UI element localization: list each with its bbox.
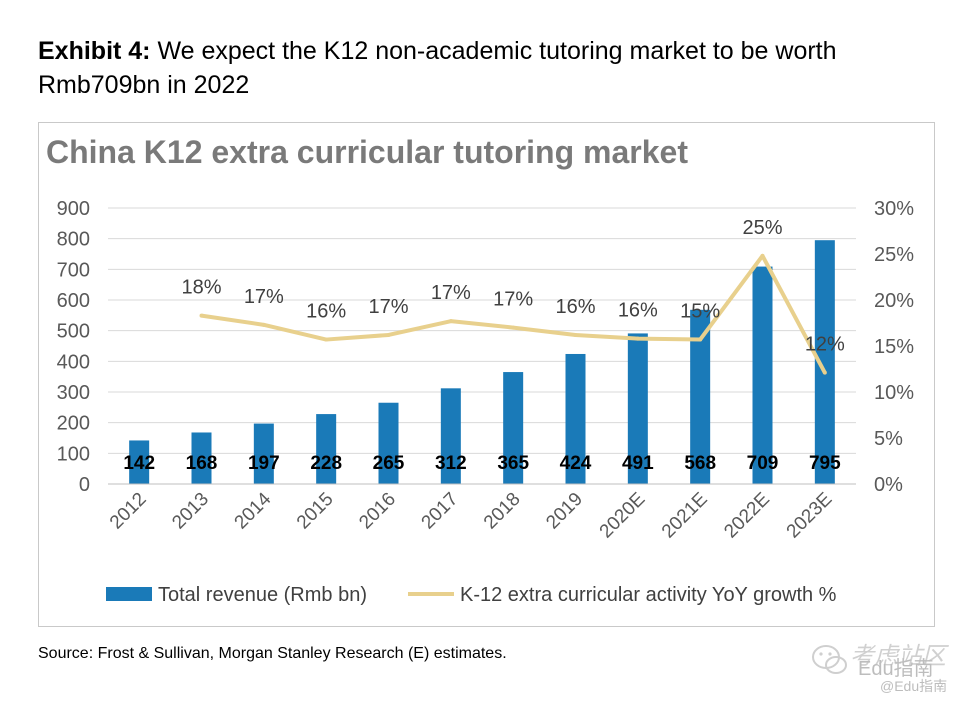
x-tick-label: 2018 [480, 489, 525, 534]
bar [378, 402, 399, 484]
watermark-name: Edu指南 [858, 658, 934, 680]
bar [316, 414, 337, 484]
gridlines [108, 207, 856, 454]
bar-value-label: 265 [373, 453, 405, 474]
line-value-label: 17% [244, 286, 284, 308]
exhibit-caption: Exhibit 4: We expect the K12 non-academi… [38, 34, 938, 102]
y-left-tick-label: 600 [57, 290, 90, 312]
bar-series [129, 240, 835, 484]
line-value-label: 16% [618, 300, 658, 322]
y-right-tick-label: 25% [874, 244, 914, 266]
bar-value-label: 568 [684, 453, 716, 474]
bar-value-label: 424 [560, 453, 592, 474]
axes: 0 100 200 300 400 500 600 700 800 900 0% 5% 10% 15% 20… [57, 198, 915, 542]
x-tick-label: 2022E [720, 489, 774, 543]
y-left-tick-label: 800 [57, 229, 90, 251]
y-right-tick-label: 15% [874, 336, 914, 358]
line-point [635, 336, 640, 341]
x-tick-label: 2012 [106, 489, 151, 534]
legend-swatch-revenue [106, 587, 152, 601]
watermark-handle: @Edu指南 [880, 678, 948, 694]
bar-value-label: 142 [123, 453, 155, 474]
line-point [199, 313, 204, 318]
line-point [386, 332, 391, 337]
exhibit-text: We expect the K12 non-academic tutoring … [38, 37, 837, 99]
line-value-label: 12% [805, 334, 845, 356]
x-tick-label: 2015 [293, 489, 338, 534]
watermark-brand: 考虑站区 [850, 643, 946, 670]
line-series [199, 253, 827, 375]
y-left-tick-label: 200 [57, 413, 90, 435]
legend-label-revenue: Total revenue (Rmb bn) [158, 584, 367, 606]
growth-line [201, 253, 827, 374]
bar-value-label: 365 [497, 453, 529, 474]
line-point [511, 325, 516, 330]
x-tick-label: 2014 [231, 488, 276, 533]
line-value-label: 16% [306, 301, 346, 323]
y-right-tick-label: 0% [874, 474, 903, 496]
line-value-label: 18% [181, 277, 221, 299]
bar [752, 266, 773, 484]
x-tick-label: 2023E [783, 489, 837, 543]
line-point [448, 319, 453, 324]
bar [129, 440, 150, 484]
bar [503, 372, 524, 484]
x-tick-label: 2019 [542, 489, 587, 534]
chart-title: China K12 extra curricular tutoring mark… [46, 134, 688, 170]
exhibit-label: Exhibit 4: [38, 37, 151, 65]
x-tick-label: 2016 [355, 489, 400, 534]
line-value-label: 17% [493, 289, 533, 311]
x-tick-label: 2020E [596, 489, 650, 543]
line-point [324, 337, 329, 342]
line-point [760, 253, 765, 258]
y-left-tick-label: 500 [57, 321, 90, 343]
y-right-tick-label: 10% [874, 382, 914, 404]
x-tick-label: 2013 [168, 489, 213, 534]
watermark: 考虑站区 Edu指南 @Edu指南 [810, 634, 970, 700]
y-left-tick-label: 700 [57, 259, 90, 281]
line-value-label: 17% [368, 296, 408, 318]
bar [440, 388, 461, 484]
y-right-tick-label: 5% [874, 428, 903, 450]
wechat-icon [812, 645, 847, 674]
bar-value-label: 709 [747, 453, 779, 474]
line-value-label: 17% [431, 282, 471, 304]
bar [627, 333, 648, 484]
line-point [573, 332, 578, 337]
line-point [261, 322, 266, 327]
data-labels: 142 168 197 228 265 312 365 424 491 568 709 795 18% 1… [123, 217, 845, 474]
bar [814, 240, 835, 484]
bar-value-label: 795 [809, 453, 841, 474]
legend: Total revenue (Rmb bn) K-12 extra curricu… [106, 584, 837, 606]
x-tick-label: 2017 [418, 489, 463, 534]
y-right-tick-label: 20% [874, 290, 914, 312]
y-left-tick-label: 300 [57, 382, 90, 404]
bar-value-label: 168 [186, 453, 218, 474]
line-value-label: 16% [555, 296, 595, 318]
bar-value-label: 197 [248, 453, 280, 474]
y-right-tick-label: 30% [874, 198, 914, 220]
source-note: Source: Frost & Sullivan, Morgan Stanley… [38, 645, 507, 662]
bar [253, 423, 274, 484]
y-left-tick-label: 100 [57, 443, 90, 465]
line-value-label: 15% [680, 301, 720, 323]
bar-value-label: 312 [435, 453, 467, 474]
legend-label-growth: K-12 extra curricular activity YoY growt… [460, 584, 837, 606]
line-point [822, 370, 827, 375]
y-left-tick-label: 0 [79, 474, 90, 496]
y-left-tick-label: 400 [57, 351, 90, 373]
x-tick-label: 2021E [658, 489, 712, 543]
bar-value-label: 228 [310, 453, 342, 474]
bar-value-label: 491 [622, 453, 654, 474]
line-value-label: 25% [742, 217, 782, 239]
bar [565, 353, 586, 484]
bar [690, 309, 711, 484]
line-point [698, 337, 703, 342]
chart-frame [38, 122, 935, 627]
bar [191, 432, 212, 484]
y-left-tick-label: 900 [57, 198, 90, 220]
